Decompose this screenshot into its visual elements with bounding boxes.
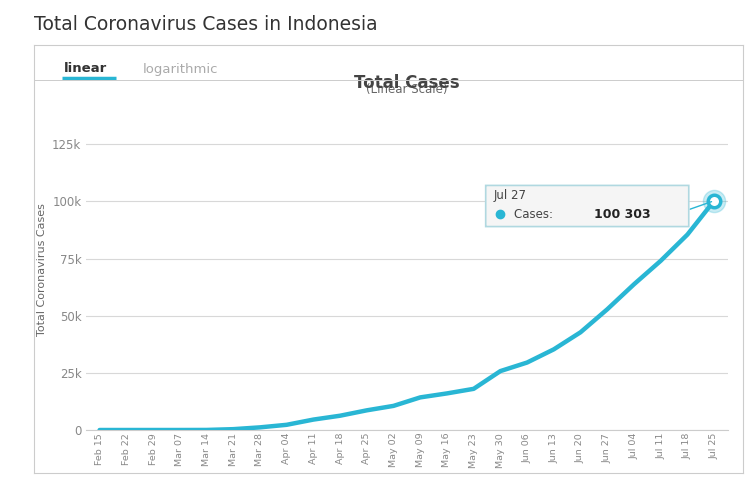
Y-axis label: Total Coronavirus Cases: Total Coronavirus Cases [37,204,46,336]
Text: Jul 27: Jul 27 [494,189,526,202]
Text: Cases:: Cases: [514,208,556,220]
Title: Total Cases: Total Cases [354,74,460,92]
Text: 100 303: 100 303 [594,208,650,220]
Text: (Linear Scale): (Linear Scale) [366,82,448,96]
Text: linear: linear [64,62,107,76]
Text: logarithmic: logarithmic [142,62,218,76]
Text: Total Coronavirus Cases in Indonesia: Total Coronavirus Cases in Indonesia [34,15,377,34]
FancyBboxPatch shape [486,186,688,226]
